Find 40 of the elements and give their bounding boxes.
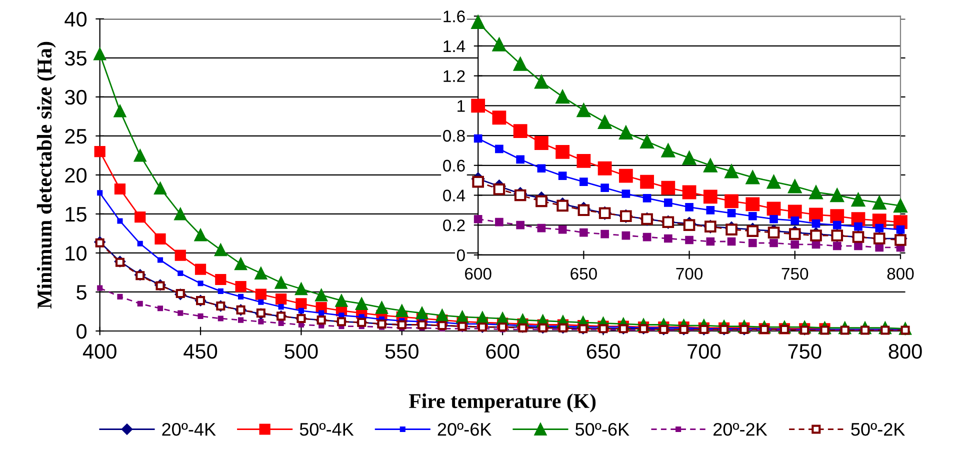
x-tick-label: 750 <box>788 344 822 359</box>
y-tick-label: 0 <box>76 324 87 339</box>
y-tick-label: 1.6 <box>444 10 465 22</box>
x-tick-label: 500 <box>284 344 318 359</box>
y-tick-label: 10 <box>66 246 87 261</box>
legend-label: 50º-6K <box>576 422 630 436</box>
legend-label: 20º-4K <box>162 422 216 436</box>
x-tick-label: 650 <box>570 268 597 280</box>
y-tick-label: 0 <box>456 249 465 262</box>
x-tick-label: 400 <box>82 344 116 359</box>
y-tick-label: 5 <box>76 285 86 300</box>
y-tick-label: 0.6 <box>443 160 465 172</box>
legend-label: 20º-2K <box>714 422 768 436</box>
y-tick-label: 15 <box>66 207 86 222</box>
y-tick-label: 25 <box>65 128 86 144</box>
x-tick-label: 700 <box>688 344 720 359</box>
y-tick-label: 20 <box>65 168 87 183</box>
y-tick-label: 1.2 <box>444 70 465 82</box>
y-tick-label: 40 <box>64 12 87 27</box>
y-tick-label: 0.2 <box>443 219 465 232</box>
x-tick-label: 600 <box>486 344 520 359</box>
y-tick-label: 35 <box>64 50 86 66</box>
y-tick-label: 0.4 <box>443 190 466 202</box>
x-tick-label: 750 <box>782 268 808 280</box>
legend-label: 50º-2K <box>851 422 906 436</box>
x-tick-label: 800 <box>888 344 922 359</box>
y-axis-title: Minimum detectable size (Ha) <box>36 42 56 309</box>
x-tick-label: 550 <box>385 344 418 359</box>
x-tick-label: 650 <box>586 344 620 359</box>
y-tick-label: 1.4 <box>444 40 466 52</box>
x-tick-label: 800 <box>887 268 914 280</box>
x-axis-title: Fire temperature (K) <box>409 393 596 412</box>
y-tick-label: 0.8 <box>443 130 465 142</box>
x-tick-label: 600 <box>465 268 492 280</box>
legend-label: 20º-6K <box>438 422 492 436</box>
y-tick-label: 30 <box>64 90 87 105</box>
x-tick-label: 450 <box>184 344 218 359</box>
x-tick-label: 700 <box>676 268 703 280</box>
legend-label: 50º-4K <box>300 422 354 436</box>
y-tick-label: 1 <box>458 100 465 112</box>
